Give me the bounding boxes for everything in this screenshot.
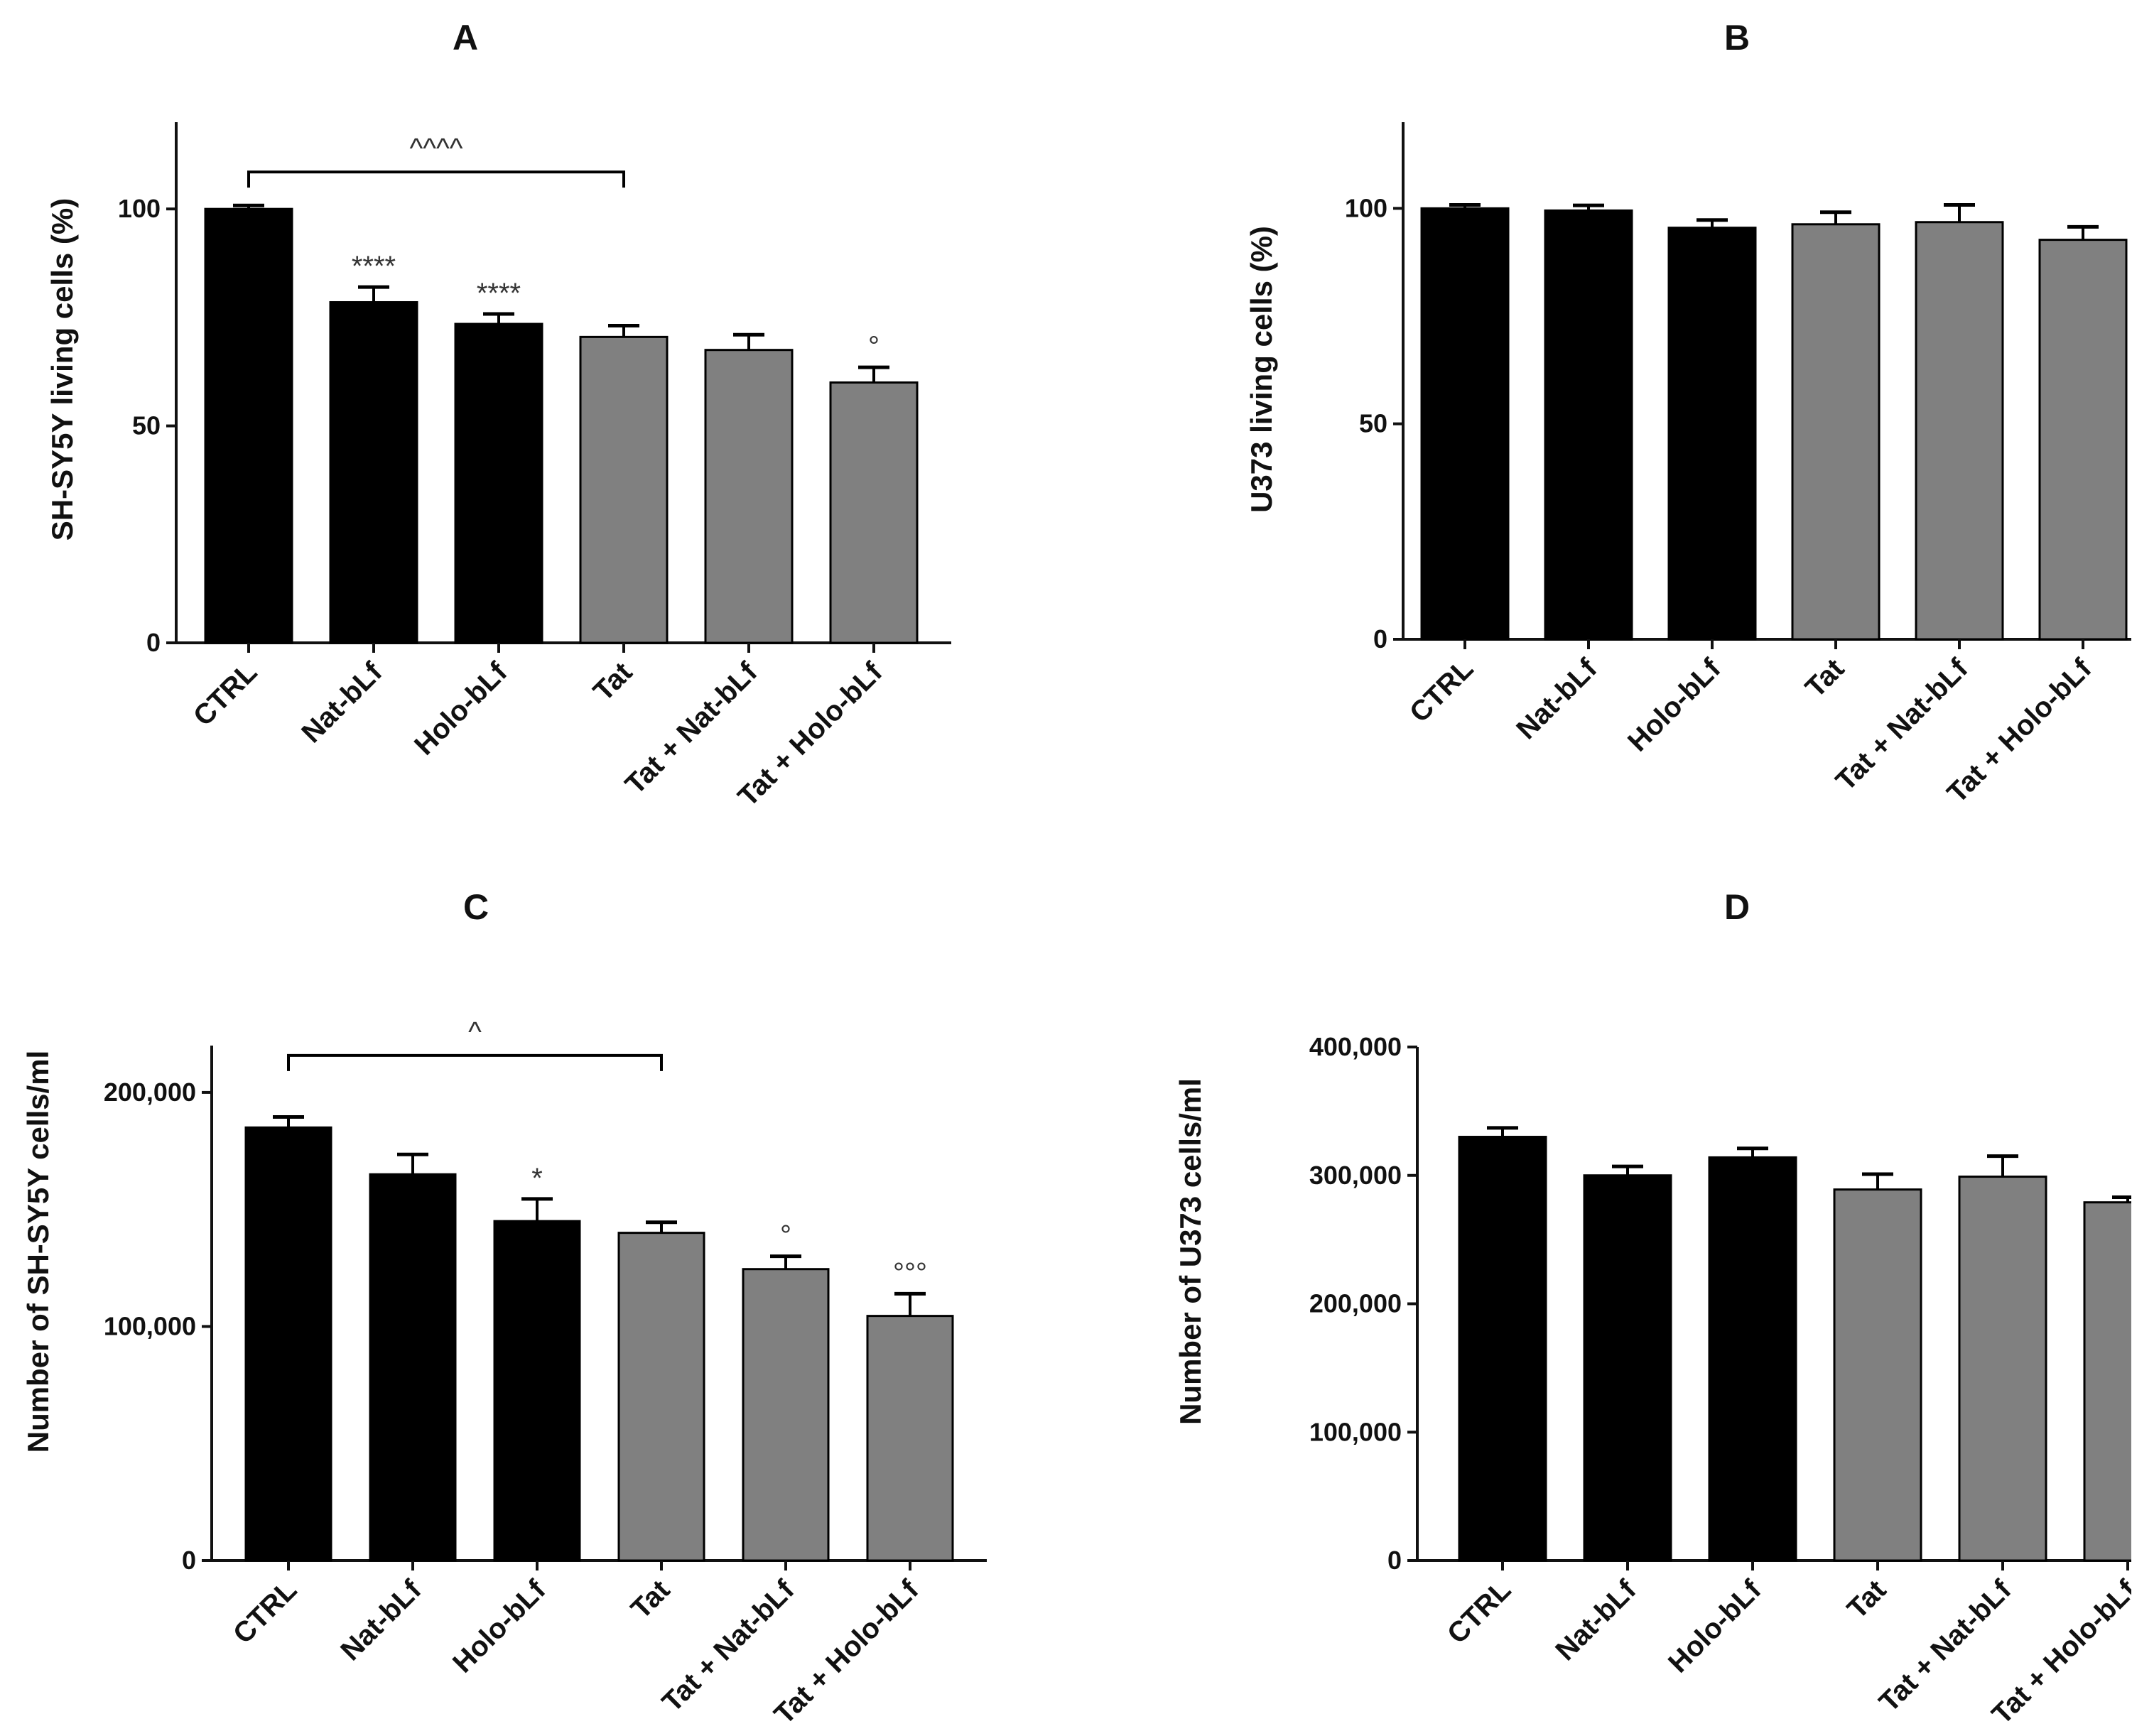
y-tick-label: 0	[1387, 1546, 1402, 1575]
x-tick-label: Nat-bLf	[1549, 1574, 1643, 1667]
bar	[1420, 207, 1510, 641]
y-tick-label: 50	[132, 411, 161, 440]
bar	[617, 1232, 705, 1562]
chart-body: 0 100,000 200,000 CTRL Nat-bLf Holo-bLf * TatTa…	[104, 1016, 987, 1730]
chart-d: D 0 100,000 200,000 300,000 400,000 CTRL Nat-b…	[1174, 887, 2131, 1730]
bracket-label: ^	[468, 1016, 482, 1048]
chart-a: A 0 50 100 CTRL Nat-bLf **** Holo-bLf **** TatTa…	[45, 18, 951, 813]
chart-body: 0 50 100 CTRL Nat-bLf **** Holo-bLf **** TatTat …	[118, 122, 951, 813]
y-axis-title: Number of U373 cells/ml	[1174, 1078, 1207, 1425]
y-tick-label: 300,000	[1309, 1161, 1402, 1190]
bar	[1544, 209, 1633, 641]
bar	[493, 1220, 581, 1562]
x-tick-label: Tat	[588, 656, 638, 707]
x-tick-label: Holo-bLf	[408, 656, 514, 761]
x-tick-label: Tat + Nat-bLf	[656, 1574, 801, 1718]
bar	[1958, 1176, 2047, 1562]
significance-label: °	[780, 1220, 791, 1252]
y-tick-label: 200,000	[1309, 1289, 1402, 1318]
bar	[579, 335, 669, 644]
x-tick-label: Tat	[1800, 653, 1850, 703]
bar	[2083, 1201, 2131, 1562]
x-tick-label: Tat + Nat-bLf	[619, 656, 764, 801]
x-tick-label: Tat	[1841, 1574, 1892, 1624]
y-tick-label: 100	[118, 194, 161, 223]
y-tick-label: 400,000	[1309, 1032, 1402, 1061]
bar	[329, 300, 418, 644]
y-axis-title: SH-SY5Y living cells (%)	[45, 198, 79, 541]
significance-label: *	[531, 1163, 543, 1194]
x-tick-label: Holo-bLf	[1662, 1574, 1768, 1679]
y-axis-title: U373 living cells (%)	[1245, 226, 1278, 513]
bar	[1708, 1156, 1797, 1562]
y-tick-label: 100,000	[104, 1311, 196, 1340]
y-tick-label: 0	[182, 1546, 196, 1575]
bar	[1833, 1188, 1922, 1562]
bar	[454, 322, 543, 644]
x-tick-label: Holo-bLf	[447, 1574, 552, 1679]
y-tick-label: 0	[146, 628, 161, 657]
y-tick-label: 50	[1359, 409, 1387, 438]
panel-letter: C	[463, 887, 489, 927]
bar	[244, 1126, 332, 1562]
chart-panel-b: B 0 50 100 CTRL Nat-bLf Holo-bLf Tat Tat + Nat-…	[1066, 0, 2131, 868]
y-tick-label: 200,000	[104, 1078, 196, 1107]
bar	[2038, 239, 2128, 641]
significance-label: °	[868, 331, 880, 362]
bar	[1583, 1174, 1672, 1562]
x-tick-label: Nat-bLf	[296, 656, 389, 749]
significance-label: °°°	[893, 1257, 927, 1289]
bar	[1667, 227, 1757, 641]
significance-label: ****	[352, 251, 396, 282]
x-tick-label: Tat + Nat-bLf	[1873, 1574, 2018, 1718]
x-tick-label: Holo-bLf	[1622, 653, 1727, 758]
x-tick-label: CTRL	[188, 656, 264, 732]
x-tick-label: CTRL	[227, 1574, 303, 1650]
x-tick-label: Nat-bLf	[335, 1574, 428, 1667]
bracket-label: ^^^^	[409, 133, 462, 164]
significance-bracket	[247, 170, 625, 188]
bar	[1458, 1136, 1547, 1562]
chart-body: 0 100,000 200,000 300,000 400,000 CTRL Nat-bLf…	[1309, 1032, 2131, 1730]
chart-c: C 0 100,000 200,000 CTRL Nat-bLf Holo-bLf * Tat…	[21, 887, 987, 1730]
bar	[742, 1268, 830, 1562]
bar	[369, 1173, 457, 1562]
bar	[704, 349, 794, 644]
bar	[204, 207, 293, 644]
chart-panel-c: C 0 100,000 200,000 CTRL Nat-bLf Holo-bLf * Tat…	[0, 868, 1066, 1736]
chart-panel-d: D 0 100,000 200,000 300,000 400,000 CTRL Nat-b…	[1066, 868, 2131, 1736]
bar	[829, 381, 919, 644]
y-axis-title: Number of SH-SY5Y cells/ml	[21, 1051, 55, 1453]
bar	[1915, 221, 2004, 641]
chart-panel-a: A 0 50 100 CTRL Nat-bLf **** Holo-bLf **** Tat Ta…	[0, 0, 1066, 868]
panel-letter: D	[1724, 887, 1750, 927]
panel-letter: B	[1724, 18, 1750, 58]
x-tick-label: Nat-bLf	[1510, 653, 1603, 746]
bar	[866, 1315, 954, 1562]
significance-label: ****	[477, 278, 521, 309]
x-tick-label: Tat	[625, 1574, 676, 1624]
panel-letter: A	[453, 18, 478, 58]
y-tick-label: 0	[1373, 624, 1387, 653]
y-tick-label: 100,000	[1309, 1417, 1402, 1446]
x-tick-label: CTRL	[1404, 653, 1480, 729]
y-tick-label: 100	[1345, 193, 1387, 222]
significance-bracket	[287, 1053, 663, 1071]
bar	[1791, 223, 1881, 641]
x-tick-label: CTRL	[1441, 1574, 1517, 1650]
